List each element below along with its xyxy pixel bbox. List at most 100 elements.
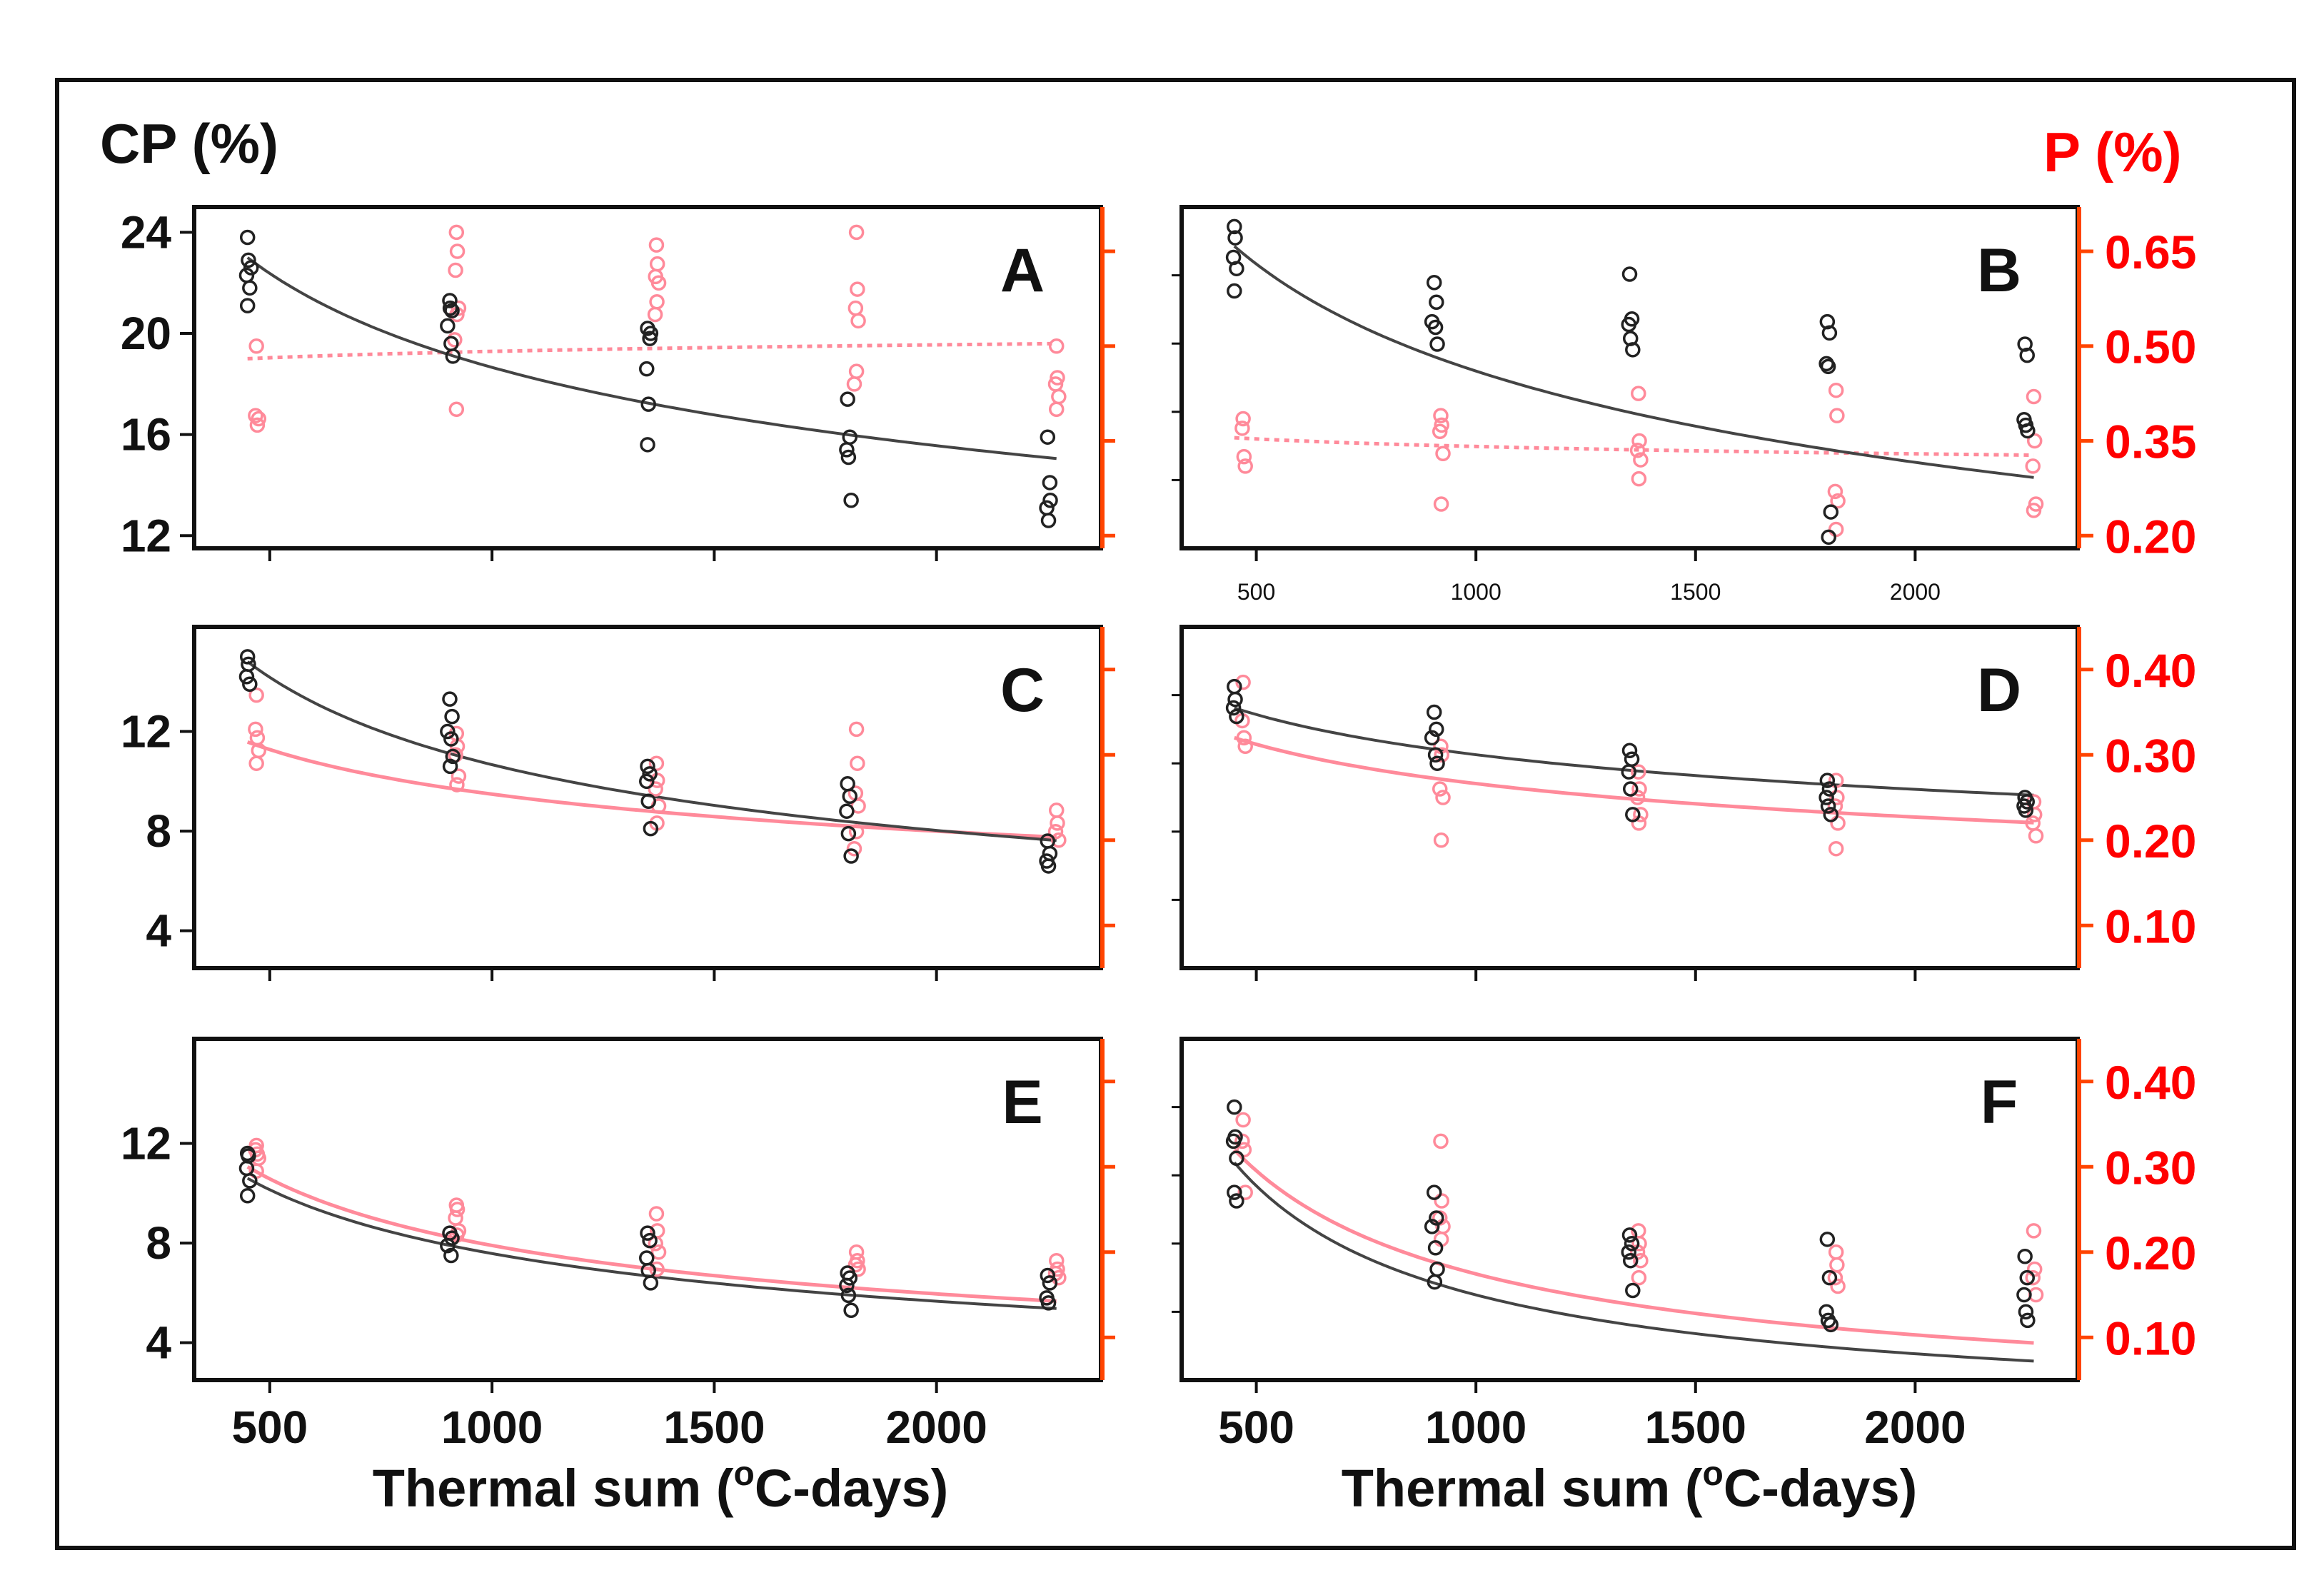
cp-data-point [839, 442, 855, 458]
p-data-point [449, 777, 465, 792]
cp-data-point [1823, 807, 1839, 822]
cp-data-point [640, 758, 655, 775]
cp-data-point [639, 361, 655, 377]
cp-data-point [440, 1237, 456, 1254]
cp-data-point [442, 300, 458, 316]
p-data-point [1236, 1142, 1252, 1158]
x-tick-label: 2000 [885, 1402, 987, 1453]
cp-data-point [440, 318, 456, 334]
x-axis-label-right-text: Thermal sum ( [1342, 1459, 1703, 1518]
cp-data-point [643, 820, 659, 837]
cp-data-point [2020, 423, 2036, 439]
cp-data-point [1042, 1275, 1058, 1291]
panels: A 12 16 20 24 B 0.20 0.35 0.50 0.65 500 1000 1500 200… [121, 205, 2196, 1453]
p-data-point [2026, 807, 2043, 822]
x-axis-label-left-tail: C-days) [755, 1459, 948, 1518]
p-fit-curve [1234, 735, 2034, 825]
cp-data-point [642, 1232, 658, 1249]
cp-data-point [1040, 1295, 1057, 1311]
p-data-point [1433, 1133, 1449, 1149]
p-data-point [1827, 483, 1843, 500]
cp-data-point [1821, 325, 1838, 341]
cp-tick-label: 8 [146, 1217, 171, 1269]
cp-data-point [840, 1287, 857, 1304]
panel-frame [1179, 205, 2080, 550]
panel-plot-area [238, 1137, 1067, 1319]
p-tick-label: 0.65 [2105, 226, 2196, 278]
cp-data-point [843, 492, 859, 508]
p-tick-label: 0.35 [2105, 416, 2196, 468]
p-data-point [1631, 764, 1646, 780]
p-data-point [1435, 446, 1451, 461]
cp-data-point [1229, 261, 1244, 276]
cp-data-point [842, 788, 858, 805]
p-tick-label: 0.20 [2105, 1227, 2196, 1279]
cp-fit-curve [1233, 1161, 2034, 1363]
p-data-point [1631, 1269, 1647, 1286]
cp-data-point [442, 293, 458, 308]
cp-data-point [445, 348, 461, 364]
p-data-point [850, 281, 865, 297]
cp-data-point [640, 793, 656, 809]
cp-data-point [1225, 1133, 1242, 1149]
cp-data-point [843, 848, 859, 864]
p-data-point [2028, 828, 2044, 844]
p-data-point [449, 1202, 466, 1217]
cp-fit-curve [1233, 245, 2034, 479]
p-data-point [648, 237, 665, 253]
right-axis-title: P (%) [2043, 121, 2182, 183]
cp-data-point [843, 1302, 859, 1319]
p-data-point [1237, 1184, 1253, 1200]
cp-data-point [1621, 1244, 1637, 1260]
cp-data-point [1040, 513, 1057, 528]
x-tick-label: 1500 [1670, 579, 1721, 605]
panel-label: D [1977, 656, 2021, 725]
p-data-point [850, 755, 865, 771]
cp-data-point [1426, 275, 1442, 291]
x-axis-label-right-superscript: o [1703, 1455, 1724, 1493]
cp-tick-label: 8 [146, 805, 171, 857]
panel-frame [192, 205, 1103, 550]
cp-data-point [840, 391, 855, 407]
panel-f: F 0.10 0.20 0.30 0.40 500 1000 1500 2000 [1172, 1037, 2196, 1453]
p-data-point [848, 721, 865, 738]
cp-data-point [1429, 721, 1444, 738]
x-tick-label: 2000 [1864, 1402, 1966, 1453]
cp-data-point [1227, 230, 1243, 246]
cp-data-point [1429, 755, 1445, 771]
p-data-point [1433, 408, 1449, 423]
cp-data-point [1820, 798, 1836, 814]
p-data-point [251, 411, 267, 427]
cp-data-point [1042, 475, 1058, 490]
p-data-point [1433, 832, 1449, 848]
p-data-point [1048, 338, 1065, 354]
cp-data-point [242, 676, 258, 692]
p-data-point [1629, 443, 1646, 458]
cp-data-point [2019, 1269, 2036, 1286]
p-data-point [648, 781, 663, 797]
cp-tick-label: 12 [121, 1118, 171, 1169]
cp-data-point [238, 669, 255, 685]
panel-plot-area [1225, 674, 2044, 857]
x-axis-label-left-superscript: o [734, 1455, 755, 1493]
cp-tick-label: 12 [121, 510, 171, 561]
cp-data-point [1621, 1227, 1638, 1243]
cp-data-point [1424, 1219, 1440, 1234]
cp-data-point [1821, 529, 1836, 545]
panel-frame [1179, 1037, 2080, 1382]
panel-b: B 0.20 0.35 0.50 0.65 500 1000 1500 2000 [1172, 205, 2196, 605]
panel-label: A [1000, 236, 1045, 305]
p-data-point [2026, 433, 2043, 449]
cp-tick-label: 12 [121, 706, 171, 758]
cp-data-point [643, 1275, 659, 1291]
cp-data-point [2018, 1304, 2034, 1320]
p-data-point [1434, 417, 1449, 433]
p-data-point [2026, 503, 2042, 518]
x-tick-label: 1000 [1451, 579, 1501, 605]
p-data-point [451, 300, 467, 316]
panel-d: D 0.10 0.20 0.30 0.40 [1172, 625, 2196, 981]
p-tick-label: 0.20 [2105, 815, 2196, 867]
cp-data-point [1227, 1184, 1242, 1200]
p-data-point [248, 755, 264, 771]
panel-label: C [1000, 656, 1045, 725]
